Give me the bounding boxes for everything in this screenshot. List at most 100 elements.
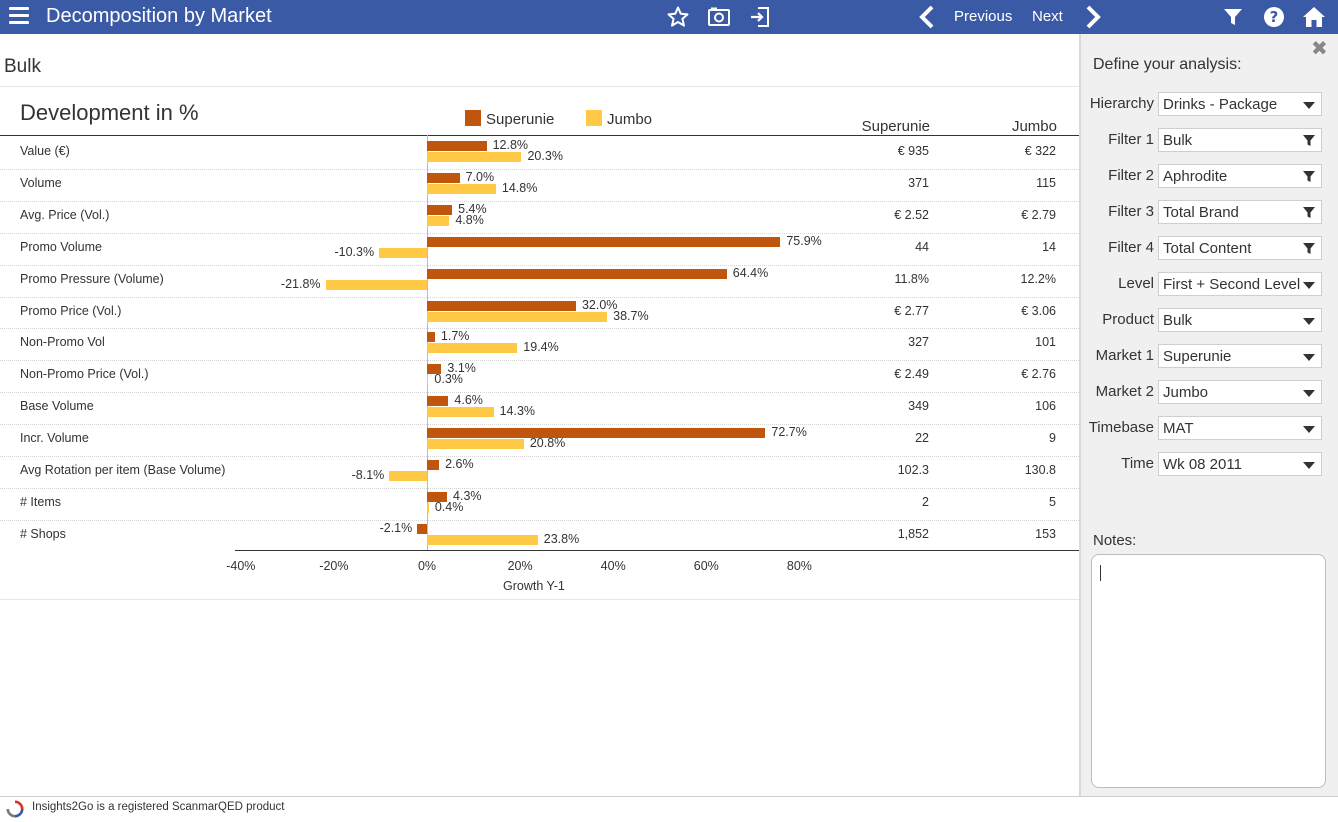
filter-field-filter-1[interactable]: Bulk (1158, 128, 1322, 152)
home-icon[interactable] (1302, 5, 1326, 29)
column-header-superunie: Superunie (861, 118, 930, 135)
legend-swatch-jumbo (586, 110, 602, 126)
data-label: 2.6% (445, 457, 474, 471)
dropdown-timebase[interactable]: MAT (1158, 416, 1322, 440)
help-icon[interactable]: ? (1262, 5, 1286, 29)
chevron-left-icon[interactable] (916, 5, 940, 29)
caret-down-icon (1303, 318, 1315, 325)
data-label: 14.8% (501, 180, 538, 195)
bar-jumbo (427, 311, 608, 322)
table-cell-jumbo: 5 (1049, 494, 1056, 509)
dropdown-market-1[interactable]: Superunie (1158, 344, 1322, 368)
x-tick-label: 20% (507, 559, 533, 573)
table-cell-jumbo: € 322 (1024, 144, 1056, 158)
data-label: 1.7% (440, 329, 470, 344)
main-content: Bulk Development in % Superunie Jumbo Su… (0, 34, 1079, 796)
table-cell-superunie: 371 (908, 175, 929, 190)
bar-jumbo (427, 343, 518, 354)
field-value: Superunie (1163, 348, 1232, 365)
bar-superunie (427, 268, 727, 279)
caret-down-icon (1303, 462, 1315, 469)
filter-icon (1303, 171, 1315, 182)
filter-field-filter-3[interactable]: Total Brand (1158, 200, 1322, 224)
table-cell-superunie: € 2.49 (894, 367, 929, 382)
field-value: Bulk (1163, 312, 1193, 329)
x-axis-title: Growth Y-1 (503, 579, 565, 593)
legend-label: Jumbo (607, 111, 653, 128)
star-icon[interactable] (666, 5, 690, 29)
legend-jumbo: Jumbo (586, 110, 652, 128)
dropdown-product[interactable]: Bulk (1158, 308, 1322, 332)
footer-text: Insights2Go is a registered ScanmarQED p… (32, 801, 285, 813)
field-label: Filter 3 (1108, 203, 1154, 220)
filter-icon[interactable] (1221, 5, 1245, 29)
table-cell-jumbo: € 2.76 (1021, 367, 1056, 382)
category-label: Avg. Price (Vol.) (20, 207, 110, 222)
bar-jumbo (427, 502, 429, 513)
x-axis-line (235, 550, 847, 551)
dropdown-market-2[interactable]: Jumbo (1158, 380, 1322, 404)
bar-superunie (417, 523, 427, 534)
page-title: Decomposition by Market (46, 5, 272, 27)
row-separator (0, 519, 1079, 521)
row-separator (0, 232, 1079, 234)
panel-heading: Define your analysis: (1093, 56, 1242, 73)
camera-icon[interactable] (707, 5, 731, 29)
field-value: MAT (1163, 420, 1194, 437)
bar-superunie (427, 364, 442, 375)
row-separator (0, 360, 1079, 362)
column-header-jumbo: Jumbo (1011, 118, 1057, 135)
close-icon[interactable]: ✖ (1311, 38, 1328, 60)
field-value: Drinks - Package (1163, 96, 1278, 113)
filter-icon (1303, 135, 1315, 146)
field-value: Bulk (1163, 132, 1193, 149)
hamburger-icon[interactable] (9, 7, 29, 27)
category-label: # Items (20, 494, 61, 509)
table-cell-superunie: 102.3 (897, 463, 929, 477)
data-label: -10.3% (334, 244, 375, 259)
bar-superunie (427, 300, 576, 311)
dropdown-level[interactable]: First + Second Level (1158, 272, 1322, 296)
legend-swatch-superunie (465, 110, 481, 126)
table-cell-jumbo: 115 (1036, 175, 1056, 190)
top-bar: Decomposition by Market Previous Next ? (0, 0, 1338, 34)
field-value: First + Second Level (1163, 276, 1301, 293)
table-cell-superunie: 327 (908, 335, 929, 350)
filter-field-filter-2[interactable]: Aphrodite (1158, 164, 1322, 188)
filter-field-filter-4[interactable]: Total Content (1158, 236, 1322, 260)
next-button[interactable]: Next (1032, 8, 1063, 25)
caret-down-icon (1303, 390, 1315, 397)
data-label: 72.7% (771, 425, 807, 440)
bar-superunie (427, 141, 487, 151)
bar-superunie (427, 204, 453, 215)
notes-textarea[interactable] (1091, 554, 1326, 788)
table-cell-superunie: 11.8% (894, 271, 929, 286)
dropdown-hierarchy[interactable]: Drinks - Package (1158, 92, 1322, 116)
field-label: Market 1 (1095, 347, 1154, 364)
legend-superunie: Superunie (465, 110, 554, 128)
divider (0, 86, 1079, 87)
zero-line (427, 135, 428, 550)
data-label: 3.1% (447, 361, 476, 376)
bar-superunie (427, 172, 460, 183)
caret-down-icon (1303, 354, 1315, 361)
chart-bottom-line (847, 550, 1079, 551)
bar-jumbo (427, 439, 524, 450)
data-label: 20.3% (527, 149, 563, 163)
previous-button[interactable]: Previous (954, 8, 1013, 25)
bar-superunie (427, 491, 448, 502)
data-label: 23.8% (543, 531, 580, 546)
field-value: Aphrodite (1163, 168, 1228, 185)
chevron-right-icon[interactable] (1080, 5, 1104, 29)
breadcrumb: Bulk (4, 56, 41, 77)
export-icon[interactable] (748, 5, 772, 29)
data-label: 19.4% (523, 340, 559, 355)
field-value: Total Content (1163, 240, 1252, 257)
category-label: Promo Pressure (Volume) (20, 271, 164, 286)
dropdown-time[interactable]: Wk 08 2011 (1158, 452, 1322, 476)
x-tick-label: 0% (417, 559, 437, 573)
bar-jumbo (427, 375, 429, 386)
field-value: Total Brand (1163, 204, 1239, 221)
data-label: 5.4% (458, 201, 487, 216)
table-cell-superunie: € 2.52 (894, 207, 929, 222)
